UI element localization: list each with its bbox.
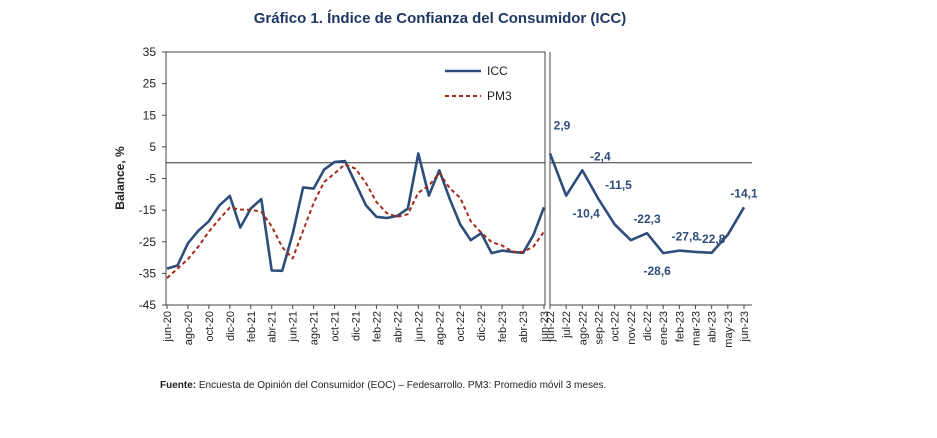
x-tick-label: ago-20	[183, 311, 195, 345]
x-tick-label: ago-22	[577, 311, 589, 345]
y-tick-label: -45	[139, 298, 157, 312]
y-tick-label: 15	[143, 108, 157, 122]
data-label: -14,1	[730, 186, 758, 200]
x-tick-label: jun-23	[739, 311, 751, 343]
x-tick-label: dic-21	[351, 311, 363, 341]
y-tick-label: -5	[145, 172, 156, 186]
y-tick-label: -35	[139, 266, 157, 280]
data-label: -22,8	[698, 232, 726, 246]
x-tick-label: mar-23	[691, 311, 703, 346]
chart-title: Gráfico 1. Índice de Confianza del Consu…	[253, 10, 627, 27]
y-tick-label: 35	[143, 45, 157, 59]
source-note: Fuente: Encuesta de Opinión del Consumid…	[160, 380, 606, 391]
x-tick-label: sep-22	[594, 311, 606, 345]
source-label: Fuente:	[160, 380, 197, 391]
data-label: -2,4	[590, 149, 611, 163]
icc-series-line	[166, 152, 546, 273]
x-tick-label: jun-23	[539, 311, 551, 343]
x-tick-label: oct-22	[610, 311, 622, 342]
x-tick-label: oct-20	[204, 311, 216, 342]
x-tick-label: jul-22	[561, 311, 573, 339]
x-tick-label: feb-23	[674, 311, 686, 342]
x-tick-label: oct-21	[330, 311, 342, 342]
x-tick-label: feb-22	[371, 311, 383, 342]
x-tick-label: dic-22	[642, 311, 654, 341]
x-tick-label: feb-21	[246, 311, 258, 342]
data-label: -27,8	[672, 230, 700, 244]
x-tick-label: abr-23	[707, 311, 719, 343]
x-tick-label: abr-21	[267, 311, 279, 343]
x-tick-label: ago-22	[434, 311, 446, 345]
data-label: -22,3	[633, 212, 661, 226]
x-tick-label: abr-23	[518, 311, 530, 343]
x-tick-label: jun-21	[288, 311, 300, 343]
x-tick-label: ago-21	[309, 311, 321, 345]
x-tick-label: ene-23	[658, 311, 670, 345]
x-tick-label: jun-22	[545, 311, 557, 343]
data-label: -10,4	[572, 207, 600, 221]
source-text: Encuesta de Opinión del Consumidor (EOC)…	[198, 380, 607, 391]
legend-pm3-label: PM3	[487, 89, 512, 103]
y-axis-label: Balance, %	[113, 146, 127, 210]
y-tick-label: -25	[139, 235, 157, 249]
x-tick-label: nov-22	[626, 311, 638, 345]
x-tick-label: dic-20	[225, 311, 237, 341]
x-tick-label: may-23	[723, 311, 735, 348]
x-tick-label: jun-20	[162, 311, 174, 343]
data-label: 2,9	[554, 119, 571, 133]
x-tick-label: oct-22	[455, 311, 467, 342]
data-label: -28,6	[643, 264, 671, 278]
x-tick-label: jun-22	[413, 311, 425, 343]
legend-icc-label: ICC	[487, 64, 508, 78]
icc-zoom-series-line	[548, 153, 746, 255]
y-tick-label: 25	[143, 77, 157, 91]
y-tick-label: 5	[149, 140, 156, 154]
x-tick-label: feb-23	[497, 311, 509, 342]
x-tick-label: dic-22	[476, 311, 488, 341]
pm3-series-line	[166, 163, 545, 279]
y-tick-label: -15	[139, 203, 157, 217]
data-label: -11,5	[605, 178, 632, 192]
x-tick-label: abr-22	[392, 311, 404, 343]
